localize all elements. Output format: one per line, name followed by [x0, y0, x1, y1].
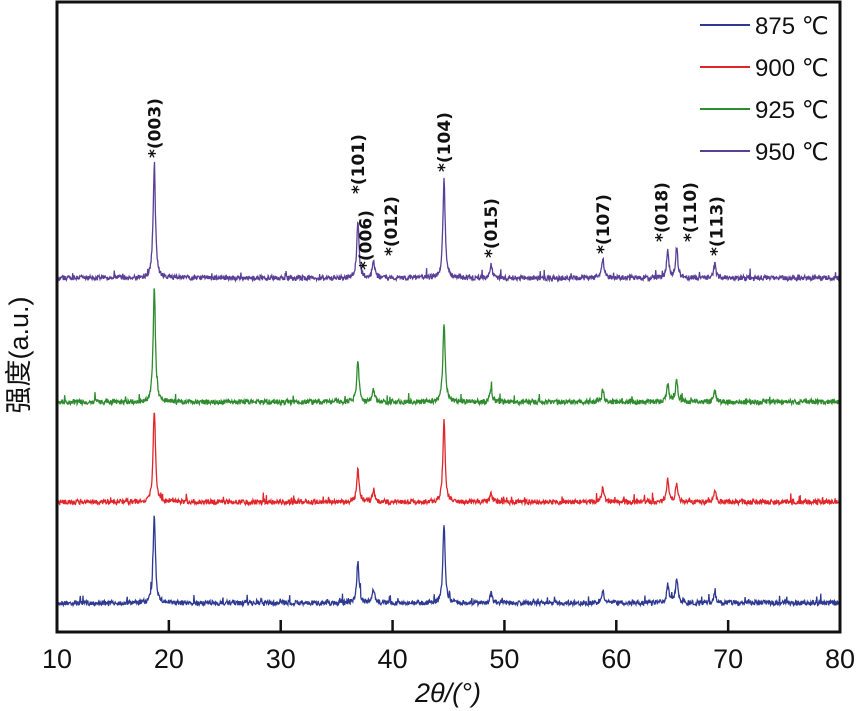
y-axis-label: 强度(a.u.) — [4, 296, 34, 413]
peak-label-4: *(104) — [435, 112, 455, 172]
peak-label-3: *(012) — [382, 196, 402, 256]
peak-label-2: *(006) — [357, 210, 377, 270]
legend-label-1: 900 ℃ — [755, 55, 829, 82]
peak-label-8: *(110) — [681, 182, 701, 242]
plot-frame — [55, 0, 842, 634]
peak-label-6: *(107) — [594, 194, 614, 254]
x-tick-label-6: 70 — [713, 644, 743, 674]
peak-label-0: *(003) — [145, 98, 165, 158]
peak-label-7: *(018) — [653, 182, 673, 242]
x-tick-label-0: 10 — [42, 644, 72, 674]
x-tick-label-7: 80 — [825, 644, 855, 674]
x-tick-label-2: 30 — [266, 644, 296, 674]
legend-label-3: 950 ℃ — [755, 139, 829, 166]
series-line-2 — [56, 288, 841, 407]
x-tick-label-3: 40 — [378, 644, 408, 674]
peak-label-1: *(101) — [349, 134, 369, 194]
x-tick-label-1: 20 — [154, 644, 184, 674]
x-tick-label-5: 60 — [601, 644, 631, 674]
series-line-0 — [56, 515, 841, 608]
legend-label-0: 875 ℃ — [755, 13, 829, 40]
series-line-3 — [56, 161, 841, 283]
x-axis-label: 2θ/(°) — [414, 678, 481, 708]
legend-label-2: 925 ℃ — [755, 97, 829, 124]
peak-label-5: *(015) — [482, 198, 502, 258]
series-line-1 — [56, 412, 841, 507]
peak-label-9: *(113) — [708, 196, 728, 256]
x-tick-label-4: 50 — [489, 644, 519, 674]
